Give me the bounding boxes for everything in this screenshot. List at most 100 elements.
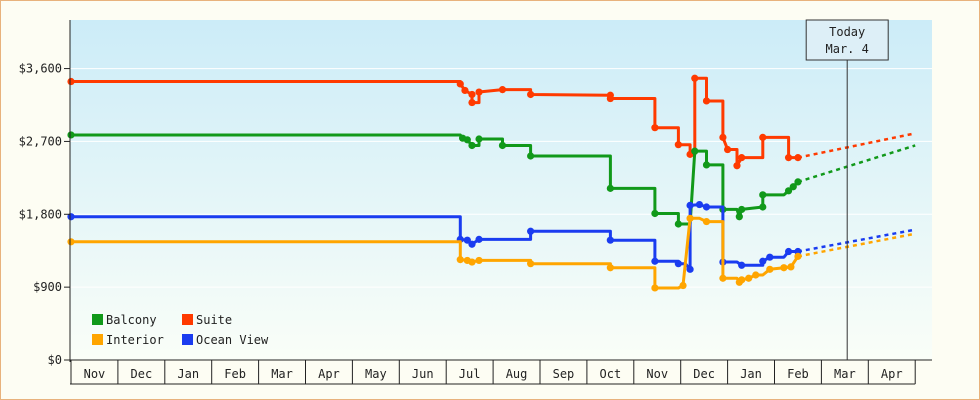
- data-point: [651, 124, 659, 132]
- data-point: [719, 133, 727, 141]
- data-point: [527, 90, 535, 99]
- forecast-line: [797, 228, 916, 253]
- data-point: [766, 265, 774, 273]
- y-tick-label: $2,700: [19, 134, 62, 148]
- data-point: [463, 136, 471, 144]
- data-point: [606, 236, 614, 244]
- data-point: [738, 154, 746, 162]
- today-marker: Today Mar. 4: [805, 19, 889, 360]
- month-label: Mar: [271, 367, 293, 381]
- forecast-line: [797, 232, 916, 258]
- y-tick-label: $0: [48, 353, 62, 367]
- data-point: [759, 191, 767, 199]
- forecast-line: [797, 132, 916, 159]
- month-label: Dec: [693, 367, 715, 381]
- month-label: Apr: [881, 367, 903, 381]
- y-axis-ticks: $0 $900 $1,800 $2,700 $3,600: [19, 62, 70, 367]
- data-point: [674, 220, 682, 228]
- data-point: [702, 97, 711, 105]
- series-suite: [67, 74, 916, 170]
- data-point: [468, 258, 476, 266]
- data-point: [651, 284, 659, 292]
- legend-item: Interior: [92, 333, 164, 347]
- data-point: [686, 201, 694, 209]
- month-label: Apr: [318, 367, 340, 381]
- y-tick-label: $1,800: [19, 207, 62, 221]
- month-label: Nov: [646, 367, 668, 381]
- data-point: [651, 257, 659, 265]
- data-point: [719, 274, 727, 282]
- y-tick-label: $900: [33, 280, 62, 294]
- data-point: [527, 227, 535, 235]
- data-point: [456, 256, 464, 264]
- data-point: [752, 271, 760, 279]
- data-point: [468, 98, 476, 107]
- data-point: [674, 260, 682, 268]
- month-label: Jun: [412, 367, 434, 381]
- legend-label: Interior: [106, 333, 164, 347]
- data-point: [606, 264, 614, 272]
- month-label: Sep: [553, 367, 575, 381]
- data-point: [759, 203, 767, 211]
- data-point: [468, 90, 476, 99]
- data-point: [780, 264, 788, 272]
- legend-label: Suite: [196, 313, 232, 327]
- data-point: [67, 213, 75, 221]
- month-label: Jul: [459, 367, 481, 381]
- today-box: [805, 19, 889, 61]
- data-point: [738, 261, 746, 269]
- data-point: [461, 86, 469, 95]
- data-point: [674, 141, 682, 149]
- legend-swatch: [92, 314, 103, 325]
- today-label: Today: [829, 25, 865, 39]
- data-point: [686, 214, 694, 222]
- data-point: [498, 141, 507, 150]
- data-point: [67, 77, 75, 86]
- legend-swatch: [182, 334, 193, 345]
- data-point: [606, 184, 614, 192]
- month-label: Mar: [834, 367, 856, 381]
- data-point: [702, 203, 711, 211]
- series-interior: [67, 214, 916, 292]
- legend-item: Ocean View: [182, 333, 269, 347]
- data-point: [702, 161, 711, 169]
- legend-swatch: [182, 314, 193, 325]
- legend: Balcony Suite Interior Ocean View: [92, 313, 269, 347]
- series-layer: [67, 74, 916, 292]
- data-point: [468, 240, 476, 248]
- legend-label: Ocean View: [196, 333, 269, 347]
- data-point: [759, 133, 767, 141]
- data-point: [724, 145, 732, 154]
- data-point: [784, 247, 793, 256]
- x-axis-months: Nov Dec Jan Feb Mar Apr May Jun Jul Aug Sep Oct Nov D…: [70, 360, 916, 385]
- data-point: [738, 276, 746, 284]
- data-point: [67, 238, 75, 246]
- y-tick-label: $3,600: [19, 62, 62, 76]
- data-point: [735, 213, 743, 221]
- data-point: [787, 263, 795, 271]
- data-point: [475, 256, 483, 265]
- month-label: Aug: [506, 367, 528, 381]
- data-point: [789, 183, 797, 191]
- data-point: [651, 209, 659, 218]
- legend-swatch: [92, 334, 103, 345]
- plot-area: [70, 20, 932, 360]
- data-point: [468, 141, 476, 150]
- data-point: [475, 235, 483, 243]
- data-point: [691, 147, 699, 155]
- data-point: [475, 135, 483, 143]
- month-label: Oct: [600, 367, 622, 381]
- data-point: [702, 217, 711, 226]
- data-point: [475, 88, 483, 96]
- legend-item: Suite: [182, 313, 232, 327]
- data-point: [766, 253, 774, 261]
- legend-label: Balcony: [106, 313, 157, 327]
- data-point: [498, 86, 507, 94]
- data-point: [745, 274, 753, 282]
- month-label: Jan: [177, 367, 199, 381]
- month-label: May: [365, 367, 387, 381]
- data-point: [686, 265, 694, 273]
- month-label: Jan: [740, 367, 762, 381]
- month-label: Feb: [787, 367, 809, 381]
- data-point: [606, 94, 614, 103]
